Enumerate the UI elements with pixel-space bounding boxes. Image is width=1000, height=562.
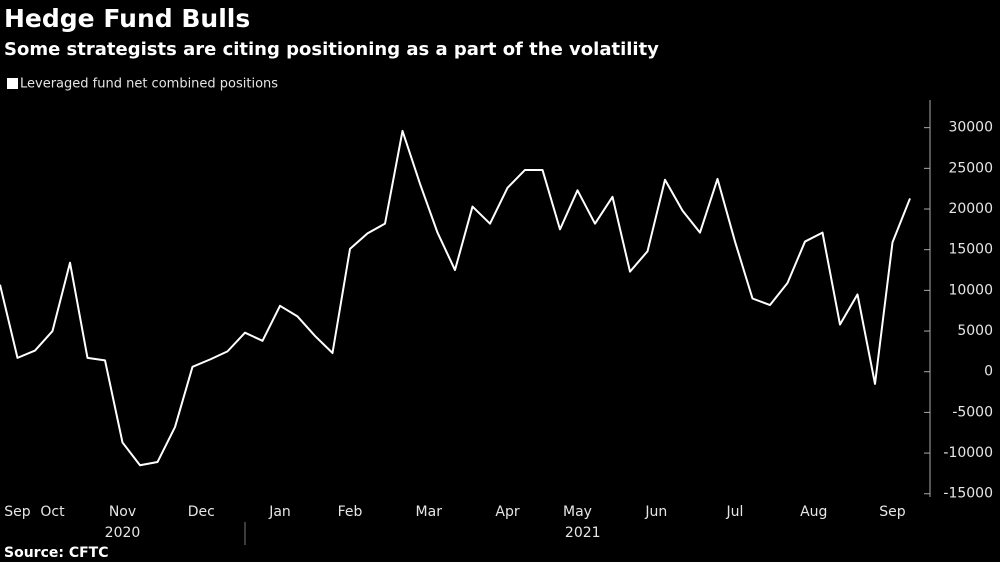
x-tick-label: Jan: [268, 504, 291, 520]
y-tick-label: 20000: [948, 201, 993, 217]
x-tick-label: Mar: [416, 504, 443, 520]
y-tick-label: -5000: [952, 404, 993, 420]
x-tick-label: Sep: [4, 504, 31, 520]
year-label: 2020: [105, 525, 141, 541]
x-tick-label: Sep: [879, 504, 906, 520]
x-tick-label: Feb: [338, 504, 363, 520]
y-tick-label: 25000: [948, 160, 993, 176]
y-tick-label: 15000: [948, 242, 993, 258]
x-tick-label: May: [563, 504, 592, 520]
x-tick-label: Jun: [644, 504, 667, 520]
source: Source: CFTC: [4, 545, 109, 561]
chart-title: Hedge Fund Bulls: [4, 4, 250, 33]
y-tick-label: -10000: [943, 445, 993, 461]
y-tick-label: 30000: [948, 120, 993, 136]
x-tick-label: Jul: [726, 504, 744, 520]
x-tick-label: Oct: [40, 504, 65, 520]
line: [0, 129, 911, 467]
year-label: 2021: [565, 525, 601, 541]
chart-subtitle: Some strategists are citing positioning …: [4, 39, 659, 60]
y-tick-label: -15000: [943, 486, 993, 502]
y-tick-label: 5000: [957, 323, 993, 339]
legend-swatch: [7, 78, 18, 89]
legend-label: Leveraged fund net combined positions: [20, 77, 278, 92]
x-tick-label: Dec: [188, 504, 215, 520]
y-tick-label: 0: [984, 364, 993, 380]
x-tick-label: Apr: [495, 504, 519, 520]
x-tick-label: Nov: [109, 504, 136, 520]
y-tick-label: 10000: [948, 282, 993, 298]
x-tick-label: Aug: [800, 504, 827, 520]
